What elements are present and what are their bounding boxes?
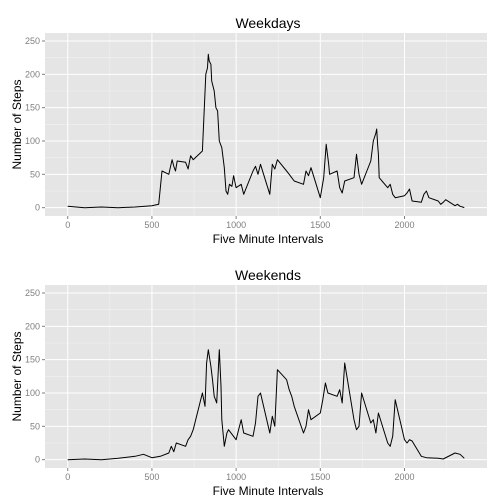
x-tick-label: 1500 — [310, 220, 330, 230]
x-tick-label: 500 — [144, 220, 159, 230]
y-tick-label: 150 — [25, 103, 40, 113]
chart-title: Weekends — [235, 267, 301, 283]
y-tick-label: 50 — [30, 169, 40, 179]
y-tick-label: 100 — [25, 388, 40, 398]
x-axis-label: Five Minute Intervals — [213, 484, 324, 498]
x-tick-label: 1000 — [226, 472, 246, 482]
steps-line — [67, 349, 465, 461]
chart-title: Weekdays — [235, 15, 300, 31]
tick-marks: 0 500 1000 1500 2000 0 50 100 150 200 250 — [25, 288, 415, 482]
y-tick-label: 50 — [30, 421, 40, 431]
y-tick-label: 100 — [25, 136, 40, 146]
x-axis-label: Five Minute Intervals — [213, 232, 324, 246]
weekdays-panel: Weekdays 0 500 1000 1500 2000 0 50 100 150 200 250… — [10, 15, 487, 246]
y-tick-label: 250 — [25, 288, 40, 298]
y-tick-label: 0 — [35, 203, 40, 213]
y-tick-label: 200 — [25, 321, 40, 331]
x-tick-label: 500 — [144, 472, 159, 482]
x-tick-label: 0 — [65, 472, 70, 482]
gridlines — [45, 33, 487, 216]
y-axis-label: Number of Steps — [10, 331, 24, 421]
y-tick-label: 0 — [35, 455, 40, 465]
gridlines — [45, 285, 487, 468]
x-tick-label: 2000 — [394, 220, 414, 230]
y-tick-label: 250 — [25, 36, 40, 46]
y-tick-label: 150 — [25, 355, 40, 365]
y-axis-label: Number of Steps — [10, 79, 24, 169]
x-tick-label: 1500 — [310, 472, 330, 482]
x-tick-label: 2000 — [394, 472, 414, 482]
tick-marks: 0 500 1000 1500 2000 0 50 100 150 200 250 — [25, 36, 415, 230]
weekends-panel: Weekends 0 500 1000 1500 2000 0 50 100 150 200 250… — [10, 267, 487, 498]
x-tick-label: 1000 — [226, 220, 246, 230]
x-tick-label: 0 — [65, 220, 70, 230]
steps-line — [67, 53, 465, 209]
y-tick-label: 200 — [25, 69, 40, 79]
